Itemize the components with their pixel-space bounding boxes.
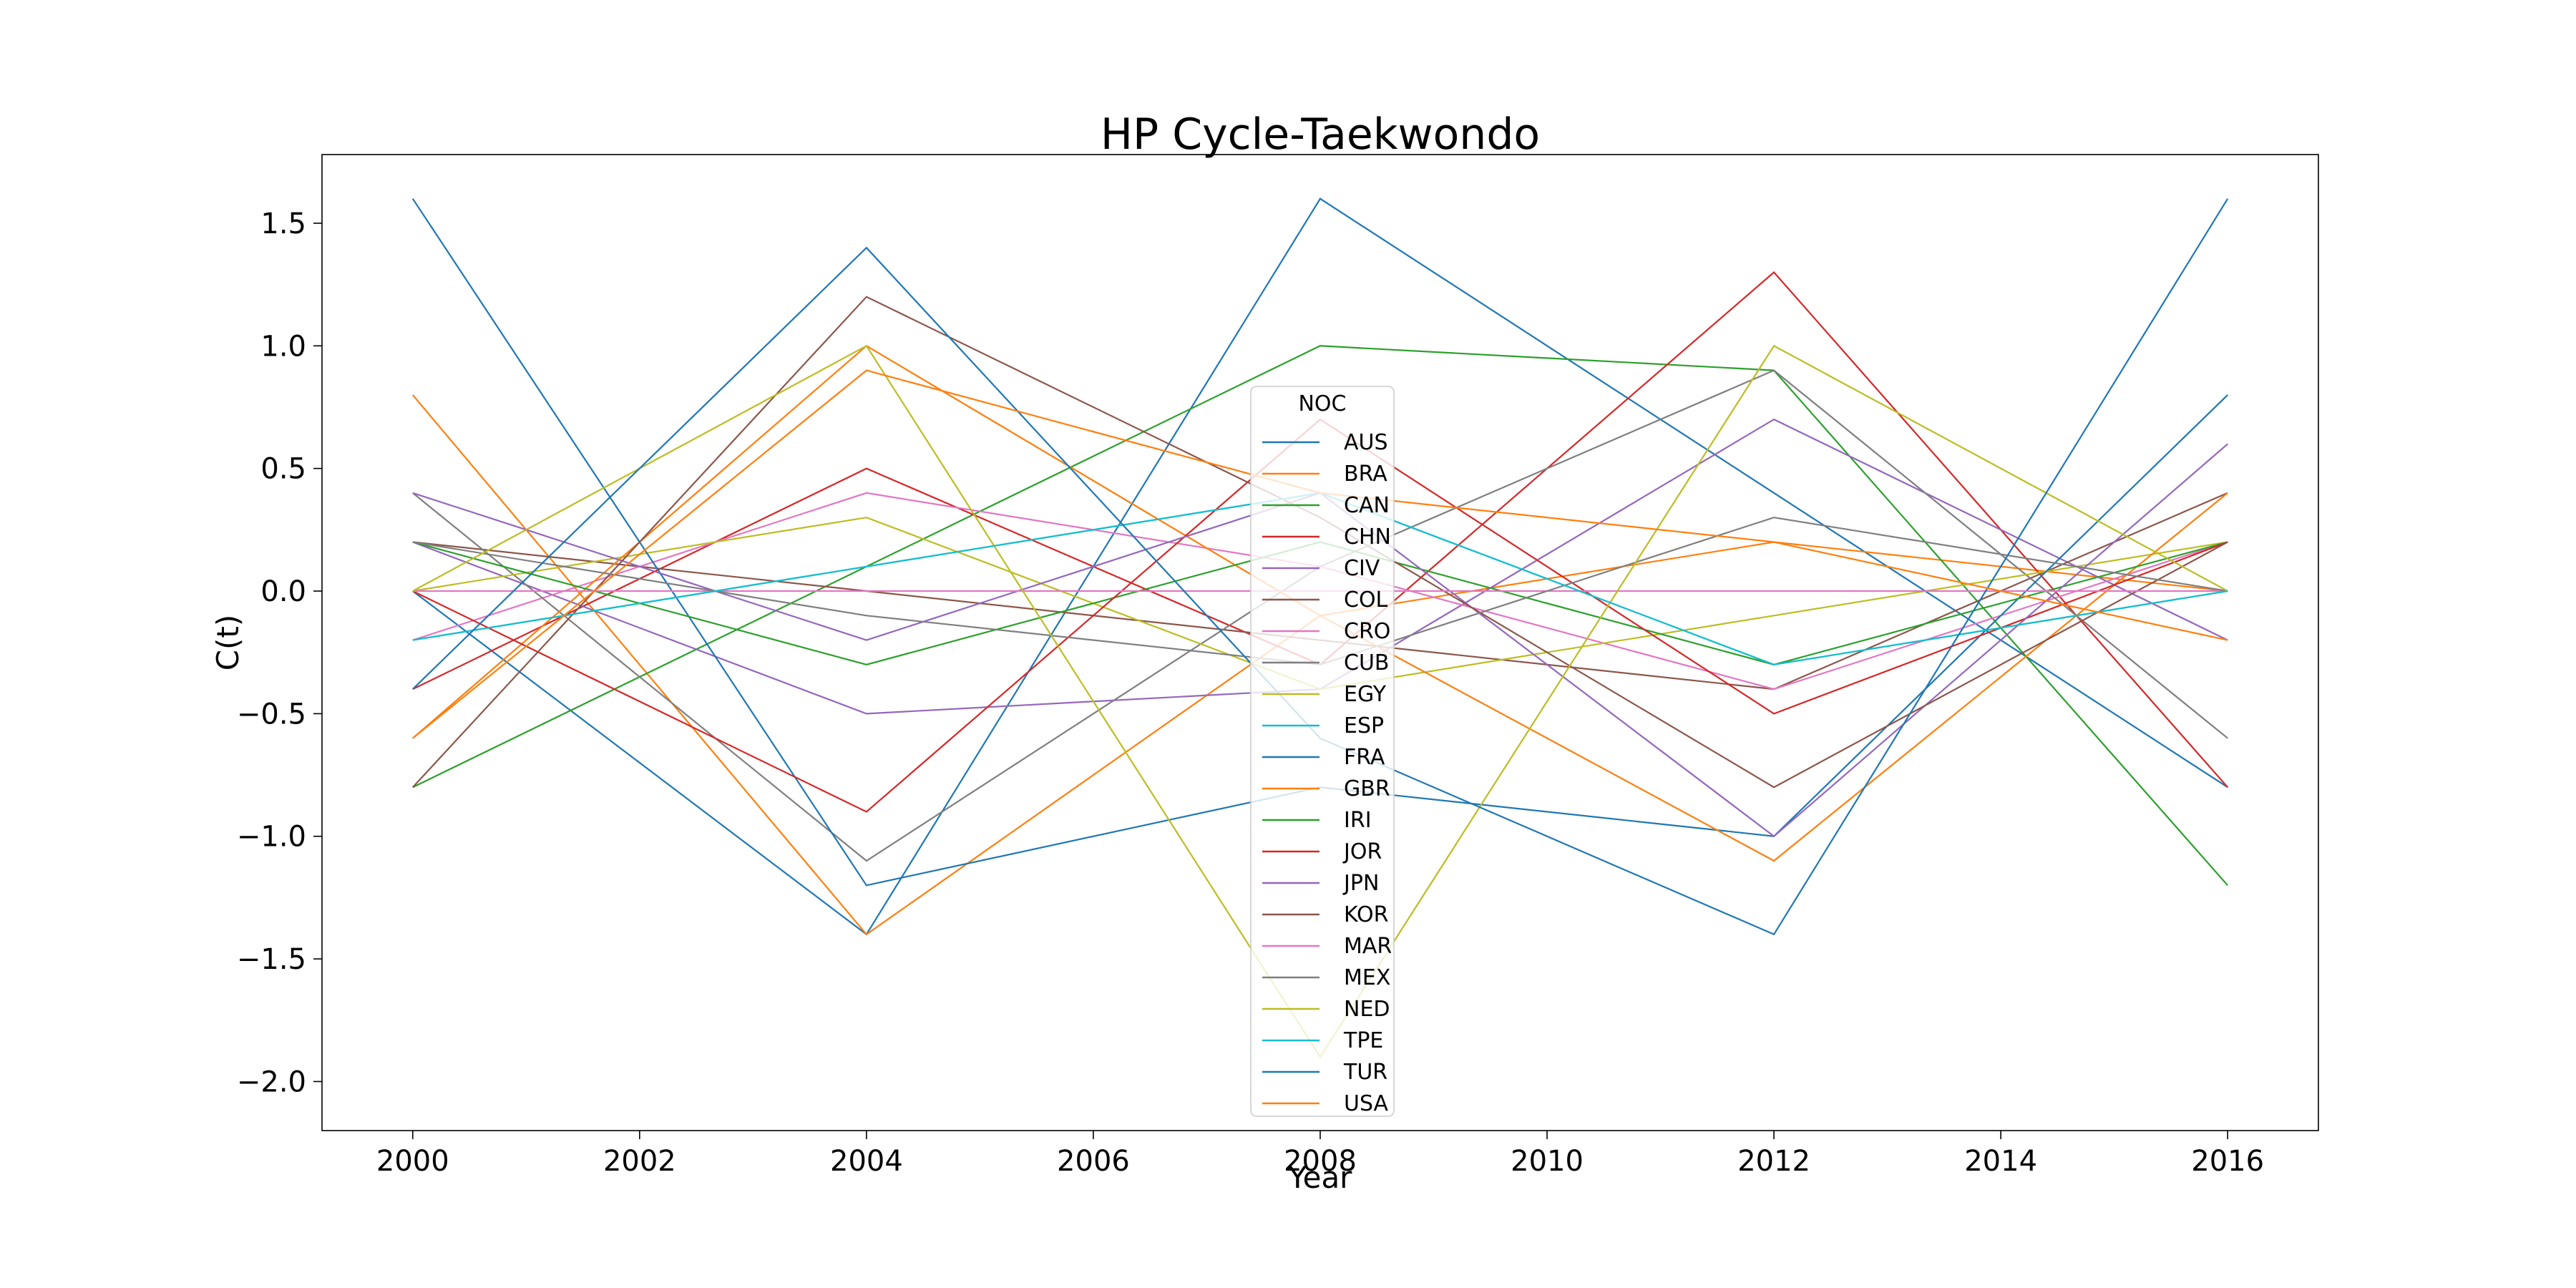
legend-label-egy: EGY xyxy=(1344,682,1387,707)
legend-label-fra: FRA xyxy=(1344,745,1385,770)
legend-label-jpn: JPN xyxy=(1342,871,1379,896)
legend-label-mex: MEX xyxy=(1344,965,1390,990)
y-tick-label: −0.5 xyxy=(237,698,306,731)
legend-label-tur: TUR xyxy=(1343,1060,1387,1085)
y-tick-label: 0.0 xyxy=(260,575,306,608)
y-axis: 1.5 1.0 0.5 0.0 −0.5 −1.0 −1.5 −2.0 xyxy=(237,208,322,1098)
chart-title: HP Cycle-Taekwondo xyxy=(1101,109,1540,160)
legend-label-kor: KOR xyxy=(1344,902,1389,927)
y-tick-label: −1.0 xyxy=(237,821,306,854)
legend-label-chn: CHN xyxy=(1344,525,1391,550)
x-tick-label: 2010 xyxy=(1511,1145,1584,1178)
x-tick-label: 2004 xyxy=(830,1145,903,1178)
legend-title: NOC xyxy=(1298,391,1346,416)
x-tick-label: 2002 xyxy=(603,1145,676,1178)
legend-label-cub: CUB xyxy=(1344,650,1390,675)
legend-label-mar: MAR xyxy=(1344,934,1392,959)
y-tick-label: −1.5 xyxy=(237,943,306,976)
x-tick-label: 2016 xyxy=(2191,1145,2264,1178)
legend-label-iri: IRI xyxy=(1344,808,1372,833)
y-tick-label: 1.0 xyxy=(260,330,306,363)
x-tick-label: 2006 xyxy=(1057,1145,1130,1178)
legend-label-aus: AUS xyxy=(1344,430,1388,455)
legend-label-gbr: GBR xyxy=(1344,776,1390,801)
x-tick-label: 2014 xyxy=(1964,1145,2037,1178)
legend-entries: AUS BRA CAN CHN CIV COL CRO CUB EGY ESP FRA GBR IRI J… xyxy=(1262,430,1392,1116)
legend-label-can: CAN xyxy=(1344,493,1390,518)
legend-label-esp: ESP xyxy=(1344,713,1384,738)
x-axis: 2000 2002 2004 2006 2008 2010 2012 2014 2016 xyxy=(376,1131,2264,1178)
legend-label-ned: NED xyxy=(1344,997,1390,1022)
y-tick-label: 1.5 xyxy=(260,208,306,240)
legend-label-bra: BRA xyxy=(1344,462,1387,487)
y-tick-label: 0.5 xyxy=(260,453,306,486)
legend-label-civ: CIV xyxy=(1344,556,1380,581)
legend-label-usa: USA xyxy=(1344,1091,1389,1116)
x-tick-label: 2012 xyxy=(1737,1145,1810,1178)
legend: NOC AUS BRA CAN CHN CIV COL CRO CUB EGY ESP FRA GBR… xyxy=(1250,386,1395,1117)
x-tick-label: 2000 xyxy=(376,1145,449,1178)
legend-label-col: COL xyxy=(1344,587,1388,613)
y-tick-label: −2.0 xyxy=(237,1065,306,1098)
x-axis-label: Year xyxy=(1288,1160,1353,1195)
x-tick-label: 2008 xyxy=(1284,1145,1357,1178)
legend-label-cro: CRO xyxy=(1344,619,1390,644)
y-axis-label: C(t) xyxy=(210,615,245,671)
legend-label-tpe: TPE xyxy=(1343,1028,1383,1053)
legend-label-jor: JOR xyxy=(1342,839,1382,864)
